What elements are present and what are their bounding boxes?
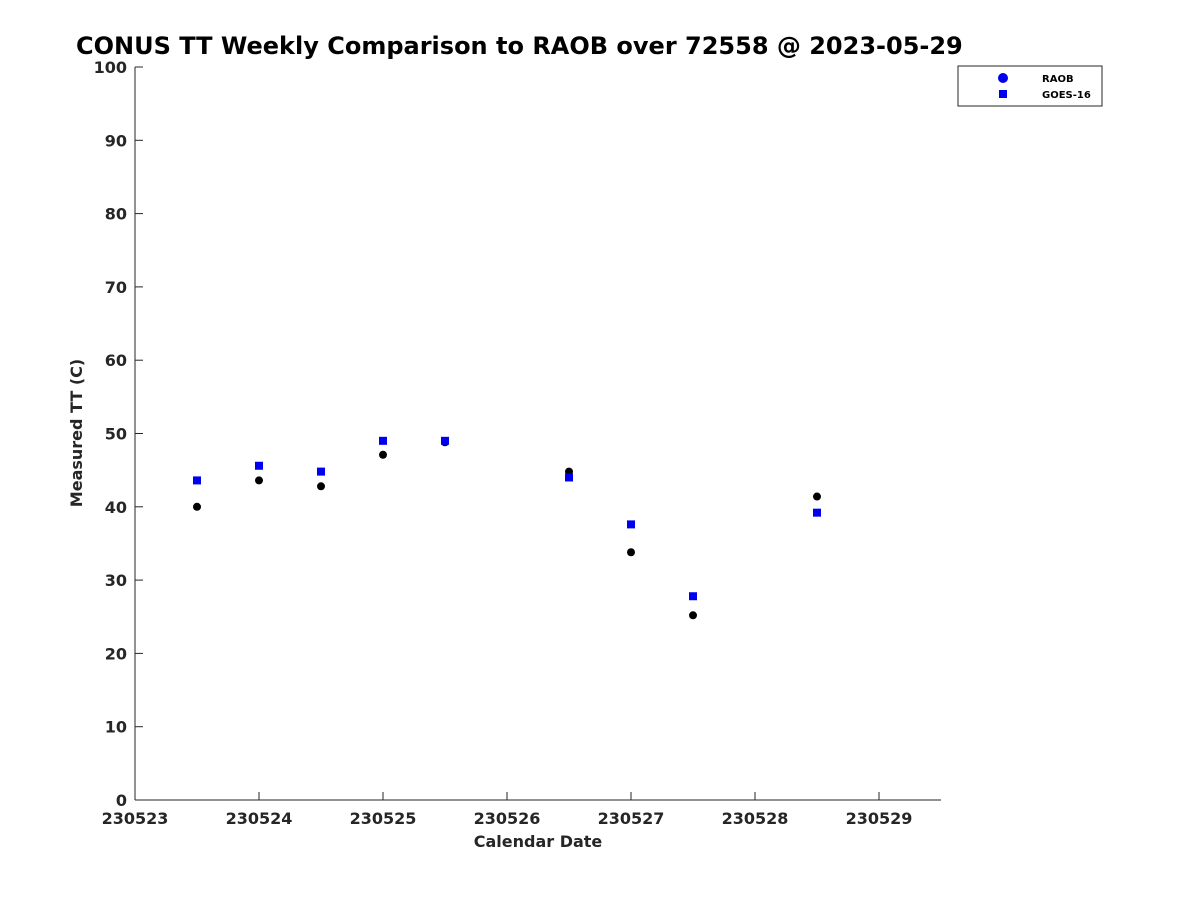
y-tick-label: 20 [105,644,127,663]
point-goes16 [627,520,635,529]
y-tick-label: 80 [105,205,127,224]
point-raob [255,476,263,485]
y-tick-label: 0 [116,791,127,810]
point-goes16 [441,436,449,445]
y-tick-label: 40 [105,498,127,517]
legend-label-raob: RAOB [1042,74,1074,85]
legend-box [957,65,1103,107]
point-raob [689,611,697,620]
axes [134,67,941,801]
point-goes16 [379,436,387,445]
x-tick-label: 230524 [226,809,293,828]
y-tick-label: 70 [105,278,127,297]
point-goes16 [317,467,325,476]
y-tick-label: 100 [94,58,127,77]
point-goes16 [689,592,697,601]
x-tick-label: 230525 [350,809,417,828]
point-raob [317,482,325,491]
y-tick-label: 60 [105,351,127,370]
ticks: 230523 230524 230525 230526 230527 230528 2305… [94,58,913,828]
point-raob [627,548,635,557]
y-tick-label: 90 [105,131,127,150]
x-tick-label: 230527 [598,809,665,828]
legend-marker-raob [998,73,1008,83]
data-points [193,436,821,620]
point-goes16 [255,461,263,470]
chart-title: CONUS TT Weekly Comparison to RAOB over … [76,32,963,60]
legend-marker-goes16 [999,90,1007,98]
point-goes16 [813,508,821,517]
y-tick-label: 30 [105,571,127,590]
x-tick-label: 230526 [474,809,541,828]
point-raob [193,502,201,511]
legend: RAOB GOES-16 [957,65,1103,107]
y-axis-label: Measured TT (C) [67,359,86,507]
point-goes16 [193,476,201,485]
point-goes16 [565,473,573,482]
point-raob [379,450,387,459]
y-tick-label: 10 [105,718,127,737]
point-raob [813,492,821,501]
x-tick-label: 230523 [102,809,169,828]
x-tick-label: 230529 [846,809,913,828]
x-tick-label: 230528 [722,809,789,828]
y-tick-label: 50 [105,425,127,444]
x-axis-label: Calendar Date [474,832,603,851]
legend-label-goes16: GOES-16 [1042,90,1091,101]
